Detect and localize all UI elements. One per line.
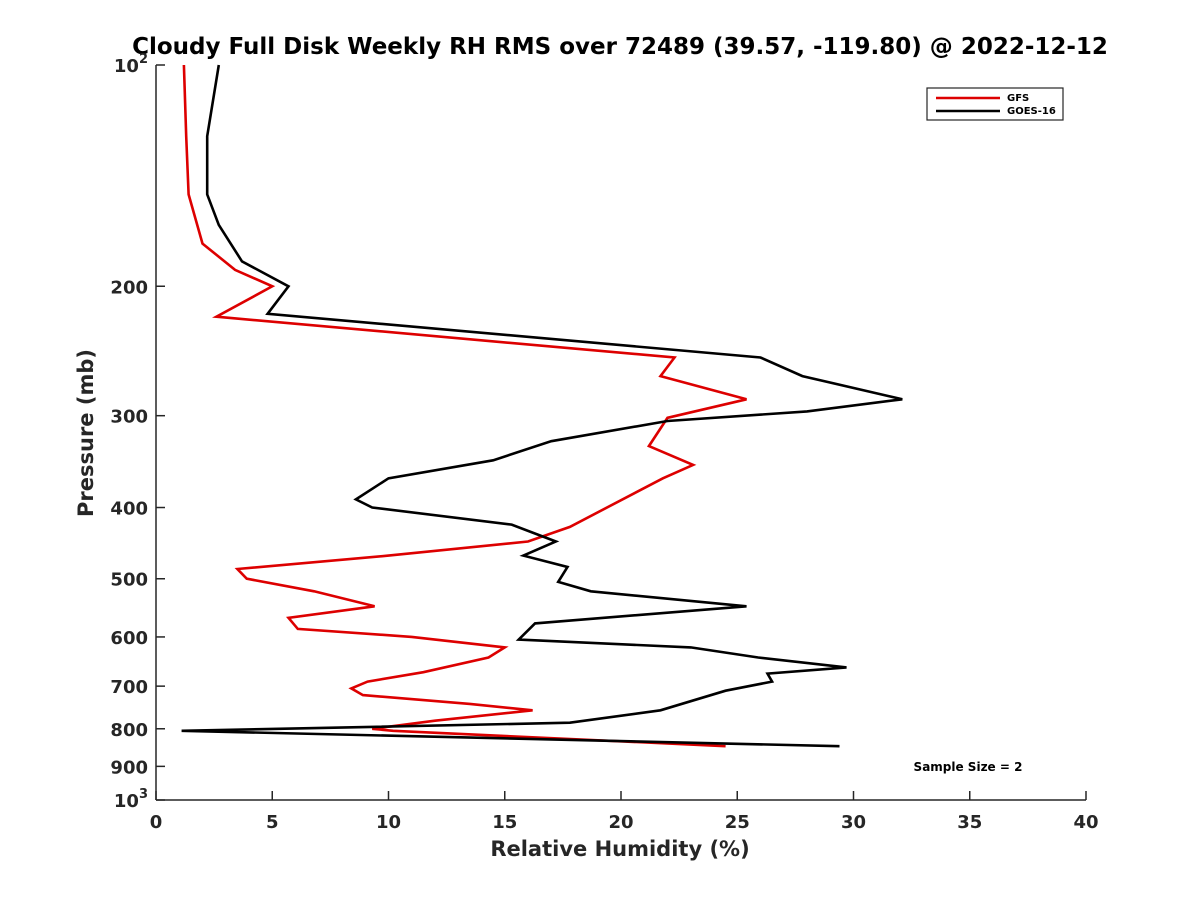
legend-label-gfs: GFS	[1007, 93, 1029, 104]
x-tick-label-7: 35	[957, 812, 982, 833]
y-tick-label-7: 800	[110, 720, 148, 741]
y-tick-label-0: 102	[114, 52, 148, 77]
x-tick-label-3: 15	[492, 812, 517, 833]
x-tick-label-2: 10	[376, 812, 401, 833]
legend-box	[926, 87, 1064, 121]
y-tick-label-6: 700	[110, 677, 148, 698]
y-axis-ticks: 102 200 300 400 500 600 700 800 900 103	[110, 52, 165, 812]
x-tick-label-8: 40	[1073, 812, 1098, 833]
legend-label-goes16: GOES-16	[1007, 106, 1056, 117]
x-tick-label-1: 5	[266, 812, 279, 833]
x-tick-label-4: 20	[608, 812, 633, 833]
series-lines	[181, 64, 903, 748]
x-axis-ticks: 0 5 10 15 20 25 30 35 40	[150, 791, 1099, 833]
y-axis-label: Pressure (mb)	[74, 349, 98, 517]
y-tick-label-8: 900	[110, 757, 148, 778]
chart-title: Cloudy Full Disk Weekly RH RMS over 7248…	[132, 34, 1108, 60]
y-tick-label-2: 300	[110, 407, 148, 428]
y-tick-label-4: 500	[110, 570, 148, 591]
y-tick-label-3: 400	[110, 499, 148, 520]
y-tick-label-1: 200	[110, 277, 148, 298]
x-tick-label-0: 0	[150, 812, 163, 833]
x-tick-label-5: 25	[725, 812, 750, 833]
series-line-goes16	[181, 64, 903, 748]
series-line-gfs	[182, 64, 747, 748]
y-tick-label-9: 103	[114, 787, 148, 812]
sample-size-annotation: Sample Size = 2	[914, 760, 1023, 774]
y-tick-label-5: 600	[110, 628, 148, 649]
x-axis-label: Relative Humidity (%)	[490, 837, 749, 861]
legend: GFS GOES-16	[926, 87, 1064, 121]
x-tick-label-6: 30	[841, 812, 866, 833]
